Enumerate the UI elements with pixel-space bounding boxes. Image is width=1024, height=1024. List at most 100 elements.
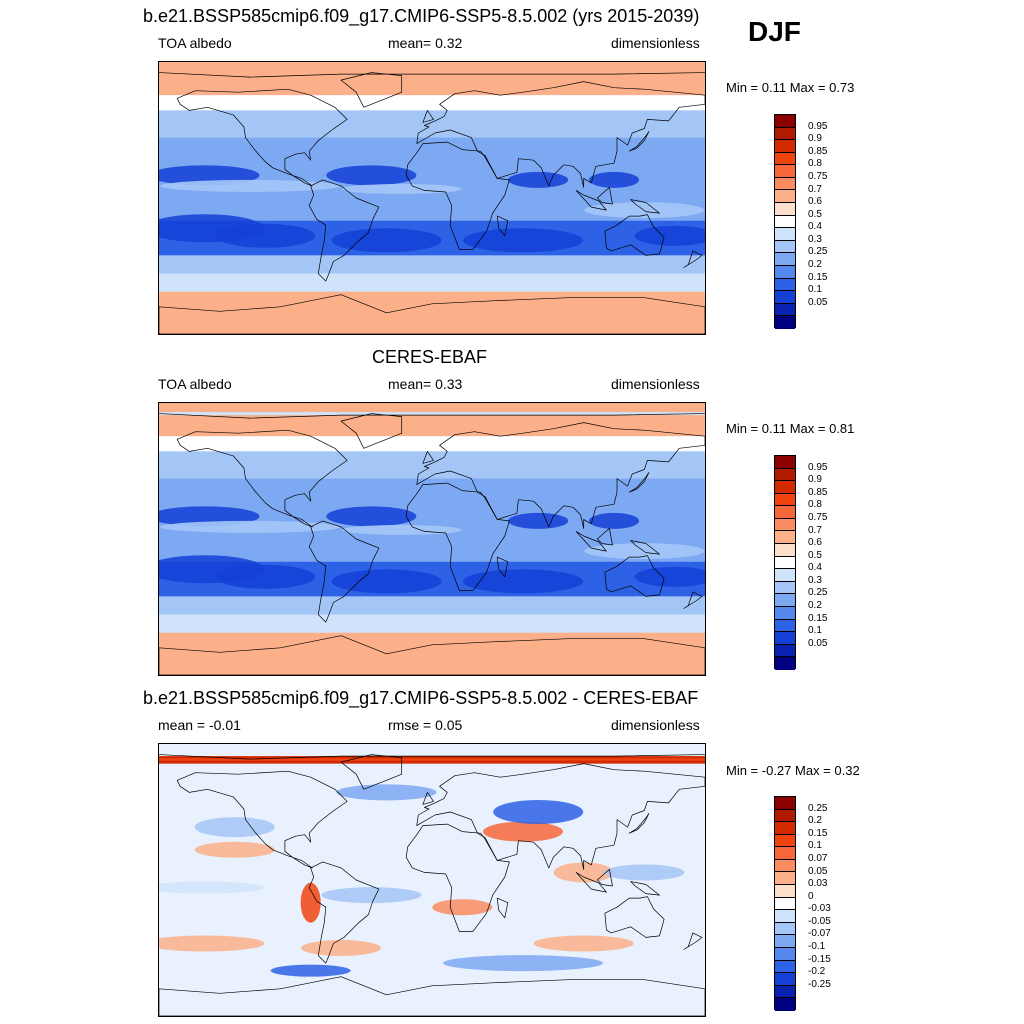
colorbar-label: -0.03 [808,903,831,915]
colorbar-box [775,115,795,128]
colorbar-label: 0.75 [808,511,828,523]
panel2-units: dimensionless [611,376,700,392]
panel1-units: dimensionless [611,35,700,51]
panel3-units: dimensionless [611,717,700,733]
panel1-variable: TOA albedo [158,35,232,51]
colorbar-label: 0.03 [808,878,828,890]
colorbar-box [775,822,795,835]
colorbar-box [775,152,795,166]
coastline-outlines [159,413,705,675]
colorbar-box [775,859,795,873]
colorbar-box [775,265,795,279]
colorbar-label: 0.3 [808,574,822,586]
colorbar-label: 0.25 [808,246,828,258]
colorbar-label: 0.7 [808,183,822,195]
colorbar-label: 0.15 [808,827,828,839]
panel1-map [158,61,706,335]
colorbar-label: 0.05 [808,637,828,649]
panel2-map [158,402,706,676]
colorbar-box [775,291,795,304]
colorbar-label: 0.4 [808,221,822,233]
colorbar-box [775,797,795,810]
colorbar-box [775,569,795,582]
panel3-rmse: rmse = 0.05 [388,717,463,733]
colorbar-box [775,960,795,974]
colorbar-box [775,531,795,545]
colorbar-box [775,165,795,178]
colorbar-label: 0.2 [808,259,822,271]
colorbar-box [775,809,795,823]
colorbar-label: 0.6 [808,537,822,549]
colorbar-label: 0.25 [808,587,828,599]
colorbar-label: 0.9 [808,474,822,486]
colorbar-box [775,594,795,607]
panel2-mean: mean= 0.33 [388,376,463,392]
season-label: DJF [748,16,801,47]
colorbar-box [775,657,795,670]
colorbar-box [775,985,795,999]
colorbar-label: 0.05 [808,865,828,877]
colorbar-box [775,606,795,620]
colorbar-box [775,872,795,886]
colorbar-box [775,506,795,519]
panel2-colorbar [774,455,796,670]
colorbar-box [775,127,795,141]
colorbar-label: 0.75 [808,170,828,182]
colorbar-label: -0.05 [808,915,831,927]
colorbar-label: 0.1 [808,284,822,296]
colorbar-box [775,910,795,923]
colorbar-label: 0.2 [808,600,822,612]
colorbar-label: -0.07 [808,928,831,940]
colorbar-label: 0.15 [808,612,828,624]
colorbar-box [775,581,795,595]
colorbar-box [775,240,795,254]
colorbar-label: 0.9 [808,133,822,145]
panel1-minmax: Min = 0.11 Max = 0.73 [726,80,855,95]
colorbar-label: 0.5 [808,549,822,561]
panel2-title: CERES-EBAF [372,347,488,367]
colorbar-box [775,518,795,532]
panel1-colorbar [774,114,796,329]
colorbar-box [775,456,795,469]
colorbar-label: 0.2 [808,815,822,827]
panel1-title: b.e21.BSSP585cmip6.f09_g17.CMIP6-SSP5-8.… [143,6,700,26]
colorbar-label: 0.05 [808,296,828,308]
colorbar-box [775,556,795,570]
colorbar-label: 0.3 [808,233,822,245]
colorbar-box [775,947,795,961]
colorbar-label: 0.15 [808,271,828,283]
colorbar-box [775,140,795,153]
colorbar-label: 0.85 [808,145,828,157]
colorbar-box [775,493,795,507]
colorbar-label: 0.4 [808,562,822,574]
coastline-outlines [159,754,705,1016]
panel2-variable: TOA albedo [158,376,232,392]
panel3-title: b.e21.BSSP585cmip6.f09_g17.CMIP6-SSP5-8.… [143,688,699,708]
colorbar-label: 0.1 [808,625,822,637]
colorbar-label: 0.85 [808,486,828,498]
colorbar-label: 0.95 [808,120,828,132]
colorbar-box [775,303,795,317]
colorbar-label: 0.5 [808,208,822,220]
colorbar-label: -0.1 [808,941,826,953]
colorbar-box [775,203,795,216]
panel3-colorbar [774,796,796,1011]
colorbar-box [775,935,795,948]
colorbar-box [775,922,795,936]
colorbar-box [775,644,795,658]
colorbar-box [775,544,795,557]
colorbar-box [775,973,795,986]
colorbar-box [775,316,795,329]
panel1-mean: mean= 0.32 [388,35,463,51]
colorbar-box [775,468,795,482]
coastline-outlines [159,72,705,334]
colorbar-box [775,177,795,191]
colorbar-label: -0.15 [808,953,831,965]
panel2-minmax: Min = 0.11 Max = 0.81 [726,421,855,436]
colorbar-label: 0.7 [808,524,822,536]
colorbar-label: 0.8 [808,158,822,170]
colorbar-box [775,619,795,633]
colorbar-box [775,998,795,1011]
colorbar-box [775,253,795,266]
colorbar-box [775,190,795,204]
